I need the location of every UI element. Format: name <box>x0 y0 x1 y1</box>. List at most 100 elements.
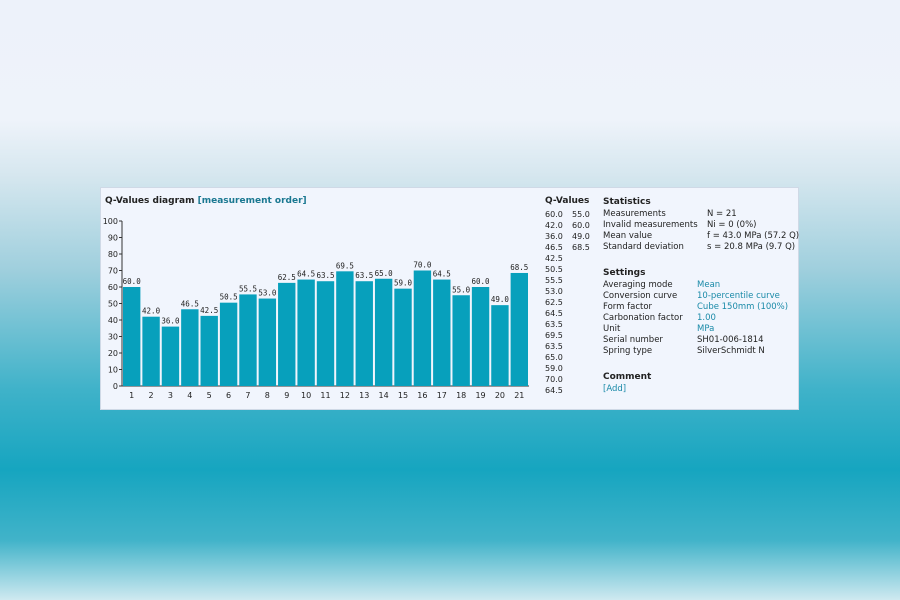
bar <box>413 270 432 386</box>
y-tick-label: 10 <box>108 366 118 375</box>
y-tick-label: 0 <box>113 382 118 391</box>
x-tick-label: 17 <box>437 391 447 400</box>
q-value-row: 64.5 <box>545 385 599 396</box>
y-tick-label: 30 <box>108 333 118 342</box>
bar-value-label: 69.5 <box>336 261 354 270</box>
q-value-cell: 53.0 <box>545 287 563 296</box>
q-value-row: 55.5 <box>545 275 599 286</box>
bar <box>142 316 160 386</box>
setting-label: Spring type <box>603 346 653 356</box>
q-value-row: 60.0 55.0 <box>545 209 599 220</box>
q-value-row: 36.0 49.0 <box>545 231 599 242</box>
bar-value-label: 55.0 <box>452 285 471 294</box>
x-tick-label: 11 <box>320 391 330 400</box>
q-value-row: 63.5 <box>545 341 599 352</box>
y-tick-label: 100 <box>103 217 118 226</box>
bar-value-label: 70.0 <box>413 261 432 270</box>
carbonation-factor-link[interactable]: 1.00 <box>697 313 716 323</box>
setting-form-factor: Form factor Cube 150mm (100%) <box>603 302 797 313</box>
bar-value-label: 42.5 <box>200 306 218 315</box>
measurement-order-link[interactable]: [measurement order] <box>197 196 307 206</box>
conversion-curve-link[interactable]: 10-percentile curve <box>697 291 780 301</box>
q-value-cell: 65.0 <box>545 353 563 362</box>
bar <box>239 294 257 386</box>
q-value-cell: 68.5 <box>572 243 590 252</box>
bar <box>510 272 528 386</box>
q-value-cell: 42.5 <box>545 254 563 263</box>
x-tick-label: 14 <box>379 391 389 400</box>
bar <box>316 281 335 386</box>
bar <box>433 279 451 386</box>
unit-link[interactable]: MPa <box>697 324 715 334</box>
serial-number-value: SH01-006-1814 <box>697 335 764 345</box>
q-value-cell: 60.0 <box>572 221 590 230</box>
setting-label: Averaging mode <box>603 280 673 290</box>
setting-spring-type: Spring type SilverSchmidt N <box>603 346 797 357</box>
q-value-cell: 63.5 <box>545 342 563 351</box>
q-value-cell: 64.5 <box>545 309 563 318</box>
setting-serial-number: Serial number SH01-006-1814 <box>603 335 797 346</box>
stat-value: f = 43.0 MPa (57.2 Q) <box>707 231 800 241</box>
bar-value-label: 63.5 <box>355 271 373 280</box>
q-value-row: 63.5 <box>545 319 599 330</box>
report-panel: Q-Values diagram [measurement order] 0 10… <box>100 187 799 410</box>
statistics-heading: Statistics <box>603 197 651 207</box>
add-comment-link[interactable]: [Add] <box>603 384 627 394</box>
setting-label: Carbonation factor <box>603 313 683 323</box>
x-tick-label: 13 <box>359 391 369 400</box>
q-value-row: 65.0 <box>545 352 599 363</box>
setting-unit: Unit MPa <box>603 324 797 335</box>
x-tick-label: 10 <box>301 391 311 400</box>
stat-standard-deviation: Standard deviation s = 20.8 MPa (9.7 Q) <box>603 242 797 253</box>
q-value-cell: 55.5 <box>545 276 563 285</box>
x-tick-label: 4 <box>187 391 192 400</box>
bar <box>219 302 238 386</box>
q-values-list: Q-Values 60.0 55.0 42.0 60.0 36.0 49.0 46.5 68.… <box>545 196 599 396</box>
stat-label: Mean value <box>603 231 653 241</box>
comment-heading: Comment <box>603 372 652 382</box>
bar-value-label: 64.5 <box>297 270 315 279</box>
x-tick-label: 18 <box>456 391 466 400</box>
q-values-bar-chart: 0 10 20 30 40 50 60 70 80 90 100 60.0 1 42.0 2 36.0 3 46.… <box>103 217 529 400</box>
bar <box>374 278 393 386</box>
stat-value: N = 21 <box>707 209 737 219</box>
stat-label: Measurements <box>603 209 666 219</box>
y-tick-label: 40 <box>108 316 118 325</box>
averaging-mode-link[interactable]: Mean <box>697 280 721 290</box>
form-factor-link[interactable]: Cube 150mm (100%) <box>697 302 789 312</box>
y-tick-label: 80 <box>108 250 118 259</box>
setting-carbonation-factor: Carbonation factor 1.00 <box>603 313 797 324</box>
stat-label: Invalid measurements <box>603 220 698 230</box>
bar-value-label: 50.5 <box>220 293 238 302</box>
bar <box>200 315 218 386</box>
q-value-row: 62.5 <box>545 297 599 308</box>
setting-conversion-curve: Conversion curve 10-percentile curve <box>603 291 797 302</box>
q-value-cell: 55.0 <box>572 210 590 219</box>
x-tick-label: 8 <box>265 391 270 400</box>
x-tick-label: 2 <box>149 391 154 400</box>
bar <box>336 271 354 386</box>
bar-value-label: 64.5 <box>433 270 451 279</box>
bar-value-label: 53.0 <box>258 289 277 298</box>
bar-value-label: 42.0 <box>142 307 161 316</box>
bar-value-label: 68.5 <box>510 263 528 272</box>
q-value-row: 42.0 60.0 <box>545 220 599 231</box>
y-tick-label: 20 <box>108 349 118 358</box>
y-tick-label: 70 <box>108 267 118 276</box>
statistics-section: Statistics Measurements N = 21 Invalid m… <box>603 196 800 395</box>
bar-value-label: 62.5 <box>278 273 296 282</box>
x-tick-label: 21 <box>514 391 524 400</box>
y-tick-label: 90 <box>108 234 118 243</box>
stat-value: Ni = 0 (0%) <box>707 220 757 230</box>
bar-value-label: 36.0 <box>161 317 180 326</box>
bar <box>452 295 470 386</box>
setting-label: Form factor <box>603 302 653 312</box>
comment-row: [Add] <box>603 384 797 395</box>
x-tick-label: 12 <box>340 391 350 400</box>
bar-value-label: 63.5 <box>316 271 334 280</box>
x-tick-label: 7 <box>245 391 250 400</box>
y-tick-label: 60 <box>108 283 118 292</box>
q-value-row: 42.5 <box>545 253 599 264</box>
q-value-row: 50.5 <box>545 264 599 275</box>
x-tick-label: 9 <box>284 391 289 400</box>
